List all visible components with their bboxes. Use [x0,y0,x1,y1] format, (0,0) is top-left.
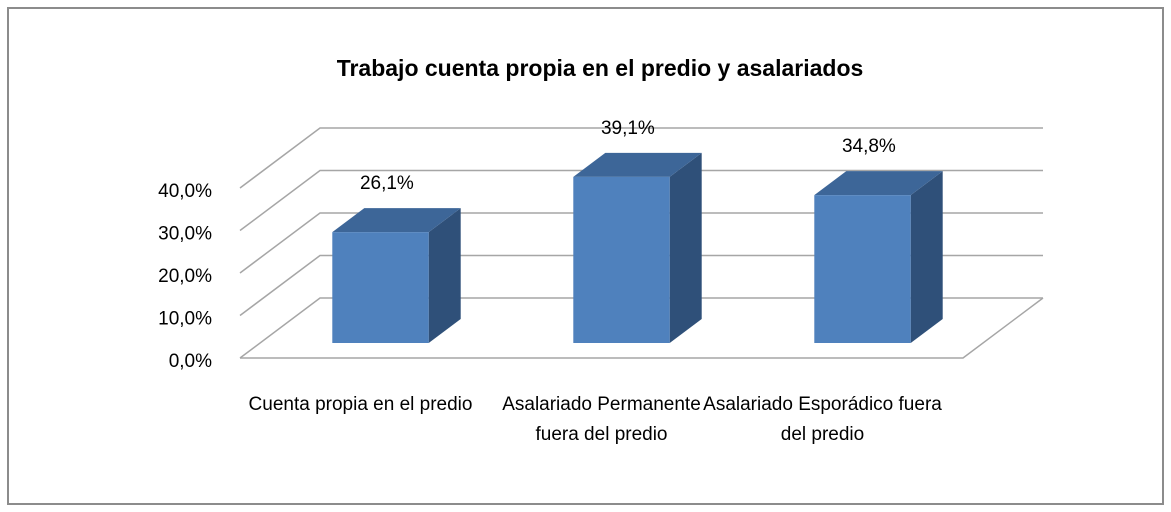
chart-title: Trabajo cuenta propia en el predio y asa… [337,55,864,81]
bar-top [814,171,943,196]
bar [573,152,702,343]
x-tick-label: Asalariado Permanente fuera del predio [502,394,701,445]
y-tick-label: 10,0% [158,309,212,330]
grid-line [239,254,1043,317]
value-label: 39,1% [601,118,655,139]
bar [814,171,943,343]
y-tick-label: 40,0% [158,181,212,202]
bar-front [573,176,670,343]
grid-line [239,297,1043,359]
bar-front [814,195,911,343]
grid-line [239,212,1043,274]
x-tick-label: Cuenta propia en el predio [248,394,473,415]
grid-line [239,169,1043,232]
value-label: 26,1% [360,173,414,194]
y-tick-label: 20,0% [158,266,212,287]
bar-front [332,232,429,343]
x-tick-label: Asalariado Esporádico fuera del predio [703,394,942,445]
bar-side [910,171,943,343]
floor-edge [240,297,1044,359]
bar-side [669,152,702,343]
bar-side [428,208,461,343]
y-tick-label: 0,0% [169,351,212,372]
y-tick-label: 30,0% [158,224,212,245]
bar-top [573,152,702,177]
bar [332,208,461,343]
grid-line [239,127,1043,189]
bar-top [332,208,461,233]
value-label: 34,8% [842,136,896,157]
